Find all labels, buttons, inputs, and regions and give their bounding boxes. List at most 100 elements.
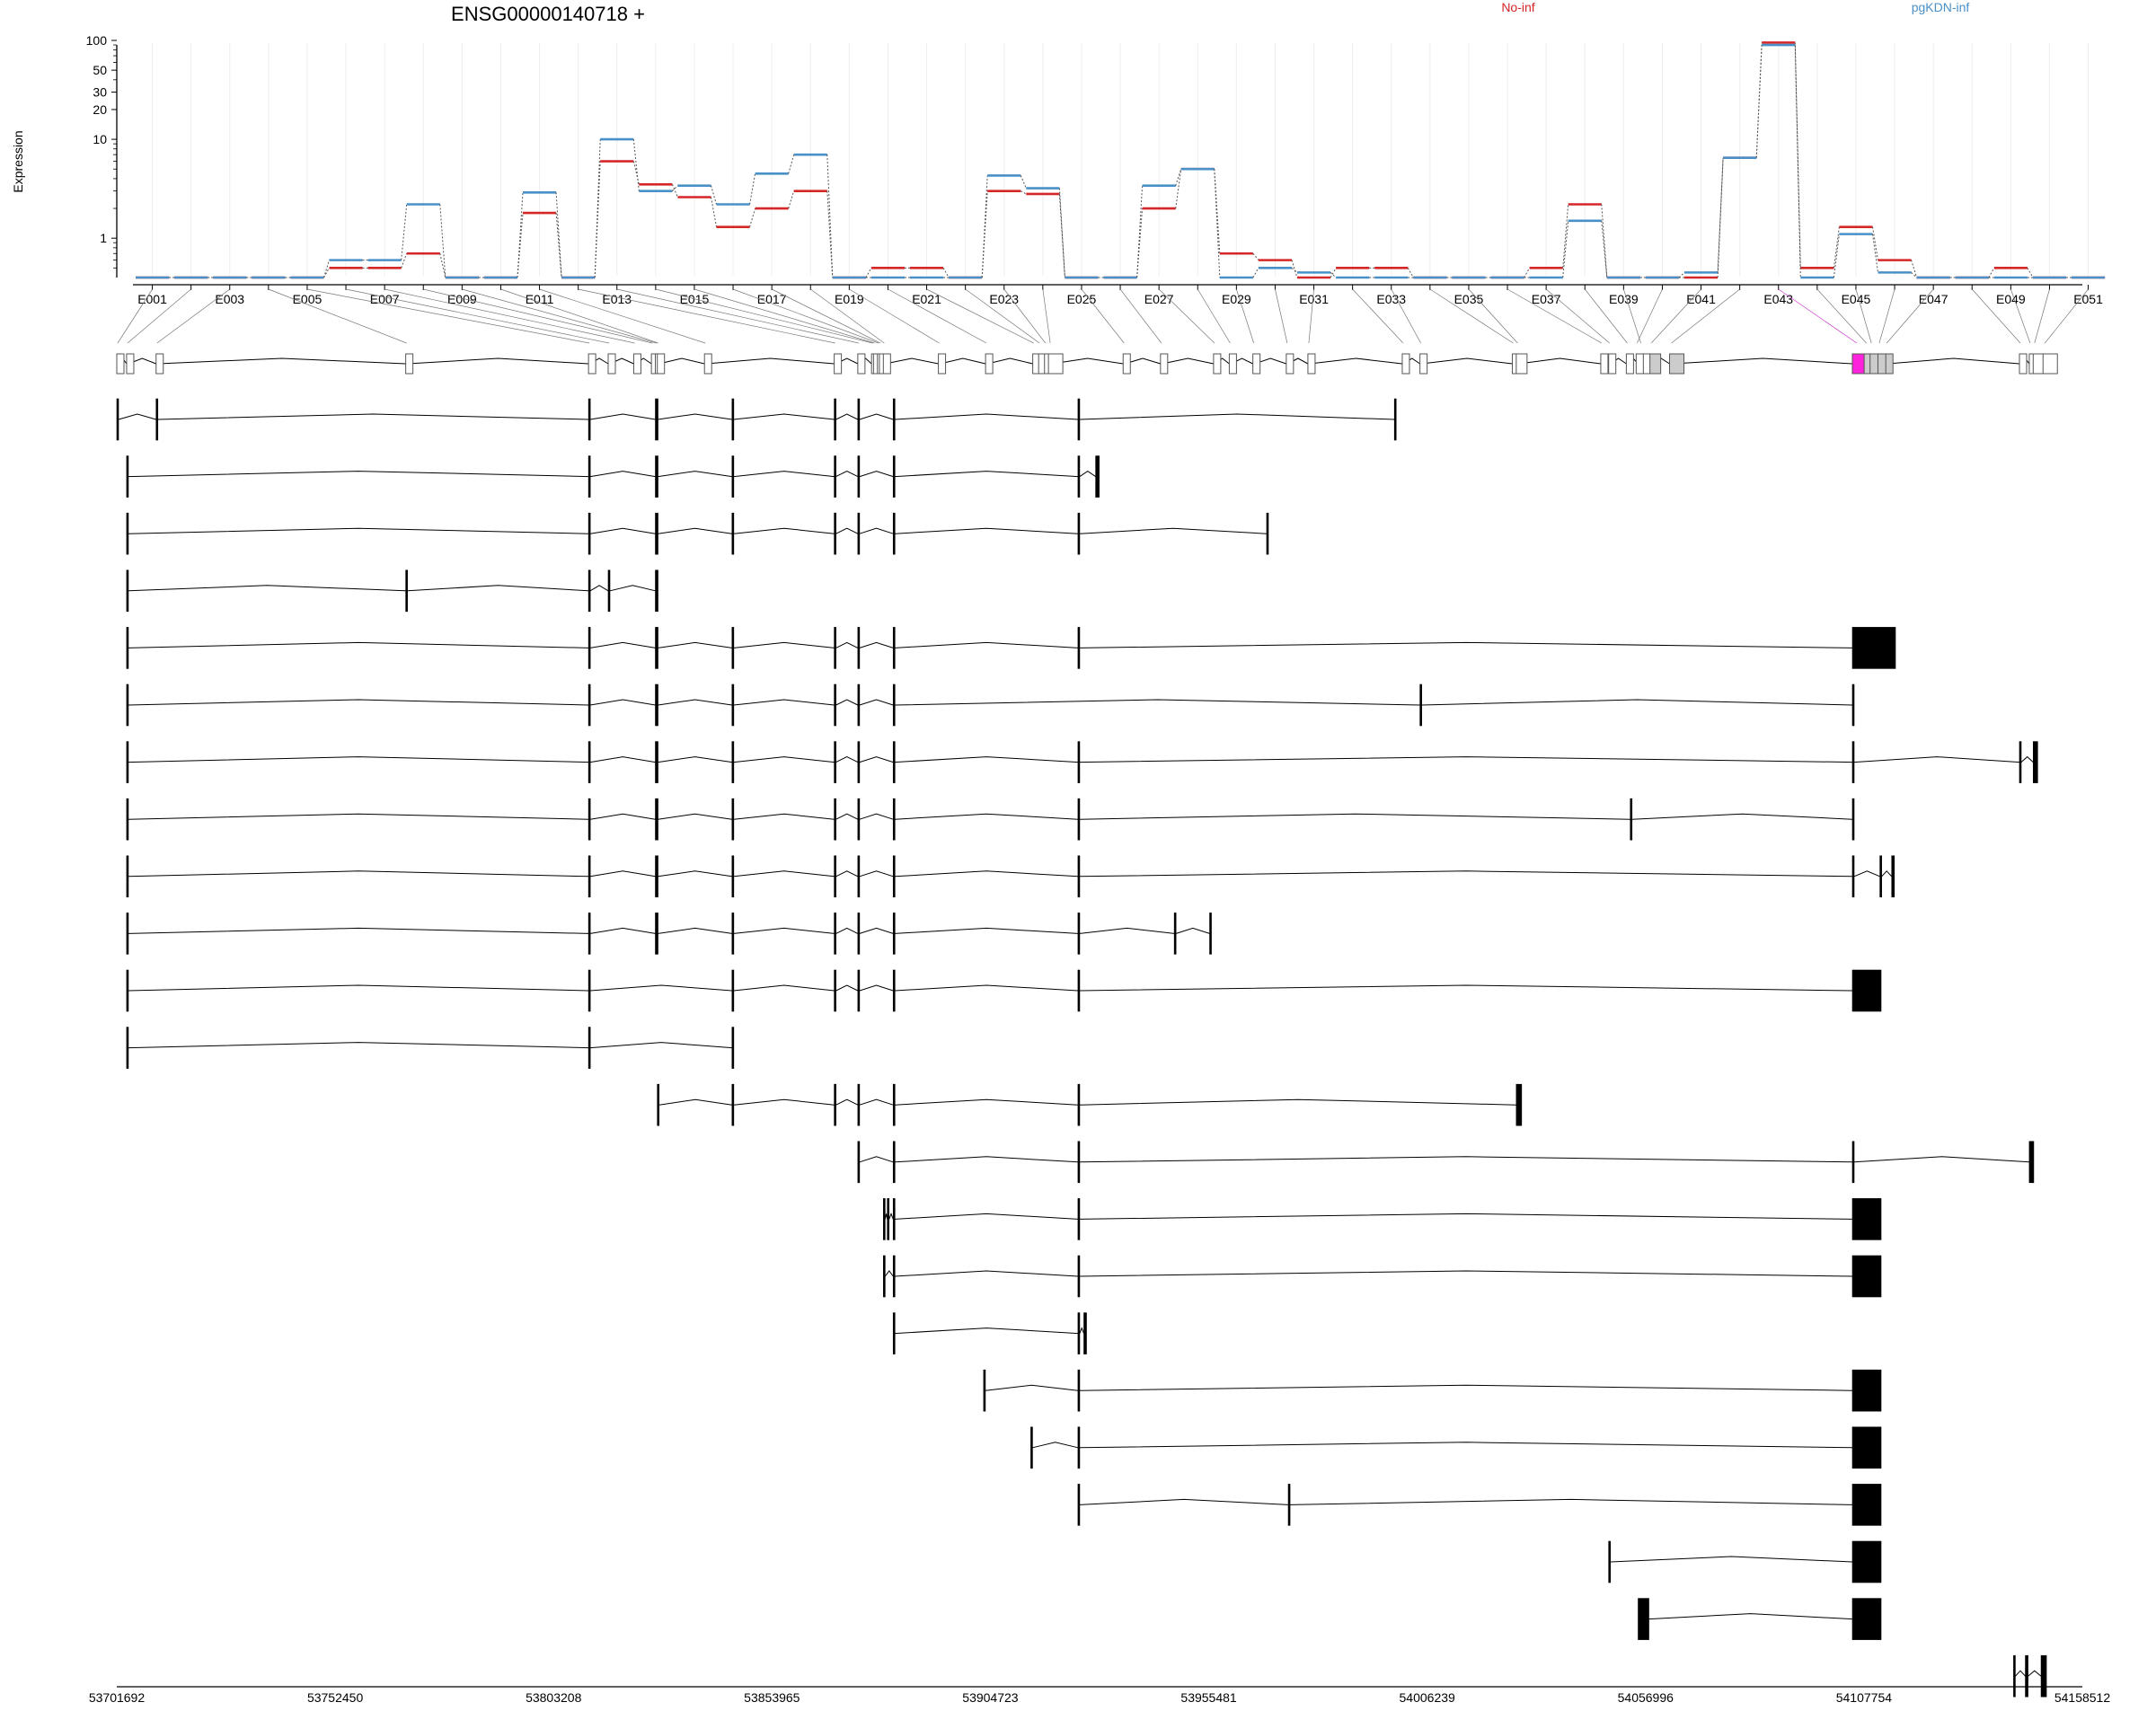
transcript-exon bbox=[655, 741, 658, 783]
chart-title: ENSG00000140718 + bbox=[451, 3, 645, 25]
transcript bbox=[1030, 1426, 1882, 1469]
series-connector bbox=[517, 213, 524, 278]
legend-entry-pgkdn-inf: pgKDN-inf bbox=[1912, 0, 1970, 14]
series-connector bbox=[1175, 169, 1182, 186]
transcript-exon bbox=[655, 798, 658, 841]
intron-line bbox=[658, 1098, 732, 1106]
transcript-exon bbox=[892, 1255, 896, 1298]
transcript-exon bbox=[1077, 627, 1081, 669]
intron-line bbox=[1079, 756, 1853, 763]
series-connector bbox=[942, 268, 950, 278]
exon-label: E051 bbox=[2073, 292, 2103, 306]
intron-line bbox=[590, 870, 656, 878]
series-connector bbox=[323, 260, 330, 278]
transcript-exon bbox=[405, 569, 408, 613]
transcript-exon bbox=[892, 512, 896, 555]
intron-line bbox=[590, 413, 656, 420]
transcript-exon bbox=[834, 398, 836, 441]
series-connector bbox=[1755, 45, 1763, 158]
intron-line bbox=[658, 413, 732, 420]
transcript-exon bbox=[731, 969, 735, 1012]
intron-line bbox=[1079, 813, 1630, 820]
transcript-exon bbox=[1077, 1198, 1081, 1240]
genomic-tick-label: 54158512 bbox=[2054, 1690, 2111, 1705]
transcript-exon bbox=[588, 741, 591, 783]
exon-connector bbox=[462, 288, 657, 344]
exon-connector bbox=[616, 288, 859, 344]
genomic-tick-label: 54107754 bbox=[1836, 1690, 1893, 1705]
series-connector bbox=[1214, 169, 1221, 254]
intron-line bbox=[128, 699, 589, 706]
intron-line bbox=[1079, 1327, 1084, 1334]
intron-line bbox=[895, 1156, 1078, 1163]
y-tick-label: 1 bbox=[100, 231, 107, 245]
transcript-exon bbox=[883, 1198, 886, 1240]
exon-label: E021 bbox=[912, 292, 941, 306]
transcript-exon bbox=[1851, 1369, 1882, 1412]
gene-exon bbox=[1213, 353, 1222, 375]
gene-exon bbox=[588, 353, 596, 375]
transcript bbox=[116, 398, 1397, 441]
intron-line bbox=[1079, 413, 1395, 420]
intron-line bbox=[128, 984, 589, 992]
exon-label: E017 bbox=[757, 292, 787, 306]
exon-connector bbox=[849, 288, 940, 344]
exon-labels: E001E003E005E007E009E011E013E015E017E019… bbox=[137, 292, 2103, 306]
transcript-exon bbox=[1077, 1141, 1081, 1184]
intron-line bbox=[835, 813, 859, 820]
series-connector bbox=[1872, 234, 1878, 273]
exon-label: E047 bbox=[1919, 292, 1948, 306]
transcript-exon bbox=[655, 569, 658, 613]
exon-connectors bbox=[117, 288, 2089, 344]
transcript-exon bbox=[126, 684, 129, 727]
intron-line bbox=[895, 699, 1420, 706]
intron-line bbox=[658, 699, 732, 706]
series-connector bbox=[439, 204, 446, 278]
exon-label: E019 bbox=[835, 292, 864, 306]
exon-connector bbox=[1042, 288, 1051, 344]
series-connector bbox=[401, 204, 408, 260]
transcript-exon bbox=[1209, 913, 1212, 955]
intron-line bbox=[1290, 1498, 1853, 1505]
intron-line bbox=[1421, 699, 1853, 706]
intron-line bbox=[2028, 1670, 2042, 1677]
transcript-exon bbox=[731, 1027, 735, 1069]
transcript-exon bbox=[655, 398, 658, 441]
series-connector bbox=[1717, 157, 1724, 273]
transcript bbox=[126, 913, 1212, 955]
genomic-tick-label: 53701692 bbox=[89, 1690, 146, 1705]
exon-connector bbox=[539, 288, 706, 344]
transcript bbox=[126, 569, 658, 613]
intron-line bbox=[835, 984, 859, 992]
gene-exon bbox=[1401, 353, 1410, 375]
exon-connector bbox=[655, 288, 873, 344]
exon-connector bbox=[1507, 288, 1603, 344]
transcript bbox=[126, 512, 1269, 555]
transcript-exon bbox=[1851, 969, 1882, 1012]
transcript bbox=[126, 855, 1895, 898]
intron-line bbox=[157, 357, 406, 365]
intron-line bbox=[859, 984, 894, 992]
transcript-exon bbox=[892, 627, 896, 669]
transcript-exon bbox=[1851, 1598, 1882, 1640]
series-connector bbox=[1794, 45, 1801, 278]
intron-line bbox=[407, 585, 589, 592]
transcript-models bbox=[116, 398, 2047, 1698]
intron-line bbox=[1881, 870, 1893, 878]
intron-line bbox=[1421, 357, 1513, 365]
transcript-exon bbox=[1077, 1255, 1081, 1298]
intron-line bbox=[1648, 1613, 1853, 1620]
intron-line bbox=[884, 1213, 888, 1220]
intron-line bbox=[835, 756, 859, 763]
exon-label: E031 bbox=[1299, 292, 1329, 306]
intron-line bbox=[1079, 1442, 1853, 1449]
series-connector bbox=[1021, 190, 1027, 195]
intron-line bbox=[128, 756, 589, 763]
transcript-exon bbox=[126, 455, 129, 498]
gene-exon bbox=[1122, 353, 1131, 375]
intron-line bbox=[733, 527, 835, 534]
intron-line bbox=[1853, 870, 1880, 878]
transcript-exon bbox=[655, 913, 658, 955]
series-connector bbox=[671, 184, 678, 198]
